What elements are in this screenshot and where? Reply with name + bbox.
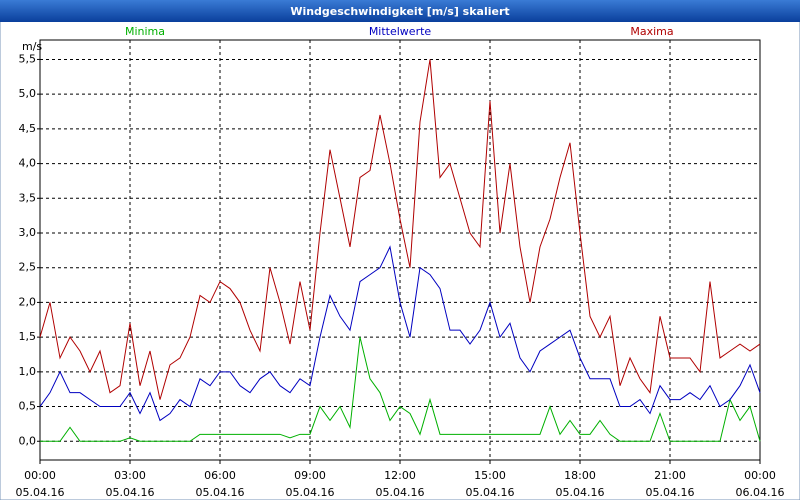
x-tick-label: 09:00 05.04.16 <box>286 469 335 499</box>
y-tick-label: 0,0 <box>19 434 37 447</box>
x-tick-label: 00:00 05.04.16 <box>16 469 65 499</box>
chart-title: Windgeschwindigkeit [m/s] skaliert <box>290 5 509 18</box>
title-bar <box>0 0 800 22</box>
y-tick-label: 4,0 <box>19 157 37 170</box>
x-tick-label: 15:00 05.04.16 <box>466 469 515 499</box>
y-tick-label: 3,0 <box>19 226 37 239</box>
y-tick-label: 1,0 <box>19 365 37 378</box>
y-tick-label: 3,5 <box>19 191 37 204</box>
legend-label: Minima <box>125 25 165 38</box>
data-line <box>39 59 761 400</box>
x-tick-label: 12:00 05.04.16 <box>376 469 425 499</box>
y-axis-label: m/s <box>22 40 42 53</box>
x-tick-label: 06:00 05.04.16 <box>196 469 245 499</box>
y-tick-label: 0,5 <box>19 400 37 413</box>
x-tick-label: 03:00 05.04.16 <box>106 469 155 499</box>
x-tick-label: 18:00 05.04.16 <box>556 469 605 499</box>
data-line <box>40 337 761 442</box>
y-tick-label: 5,0 <box>19 87 37 100</box>
x-tick-label: 21:00 05.04.16 <box>646 469 695 499</box>
y-tick-label: 5,5 <box>19 52 37 65</box>
y-tick-label: 2,0 <box>19 295 37 308</box>
legend-label: Mittelwerte <box>369 25 432 38</box>
y-tick-label: 2,5 <box>19 261 37 274</box>
y-tick-label: 4,5 <box>19 122 37 135</box>
y-tick-label: 1,5 <box>19 330 37 343</box>
legend-label: Maxima <box>630 25 673 38</box>
x-tick-label: 00:00 06.04.16 <box>736 469 785 499</box>
data-line <box>39 245 761 422</box>
